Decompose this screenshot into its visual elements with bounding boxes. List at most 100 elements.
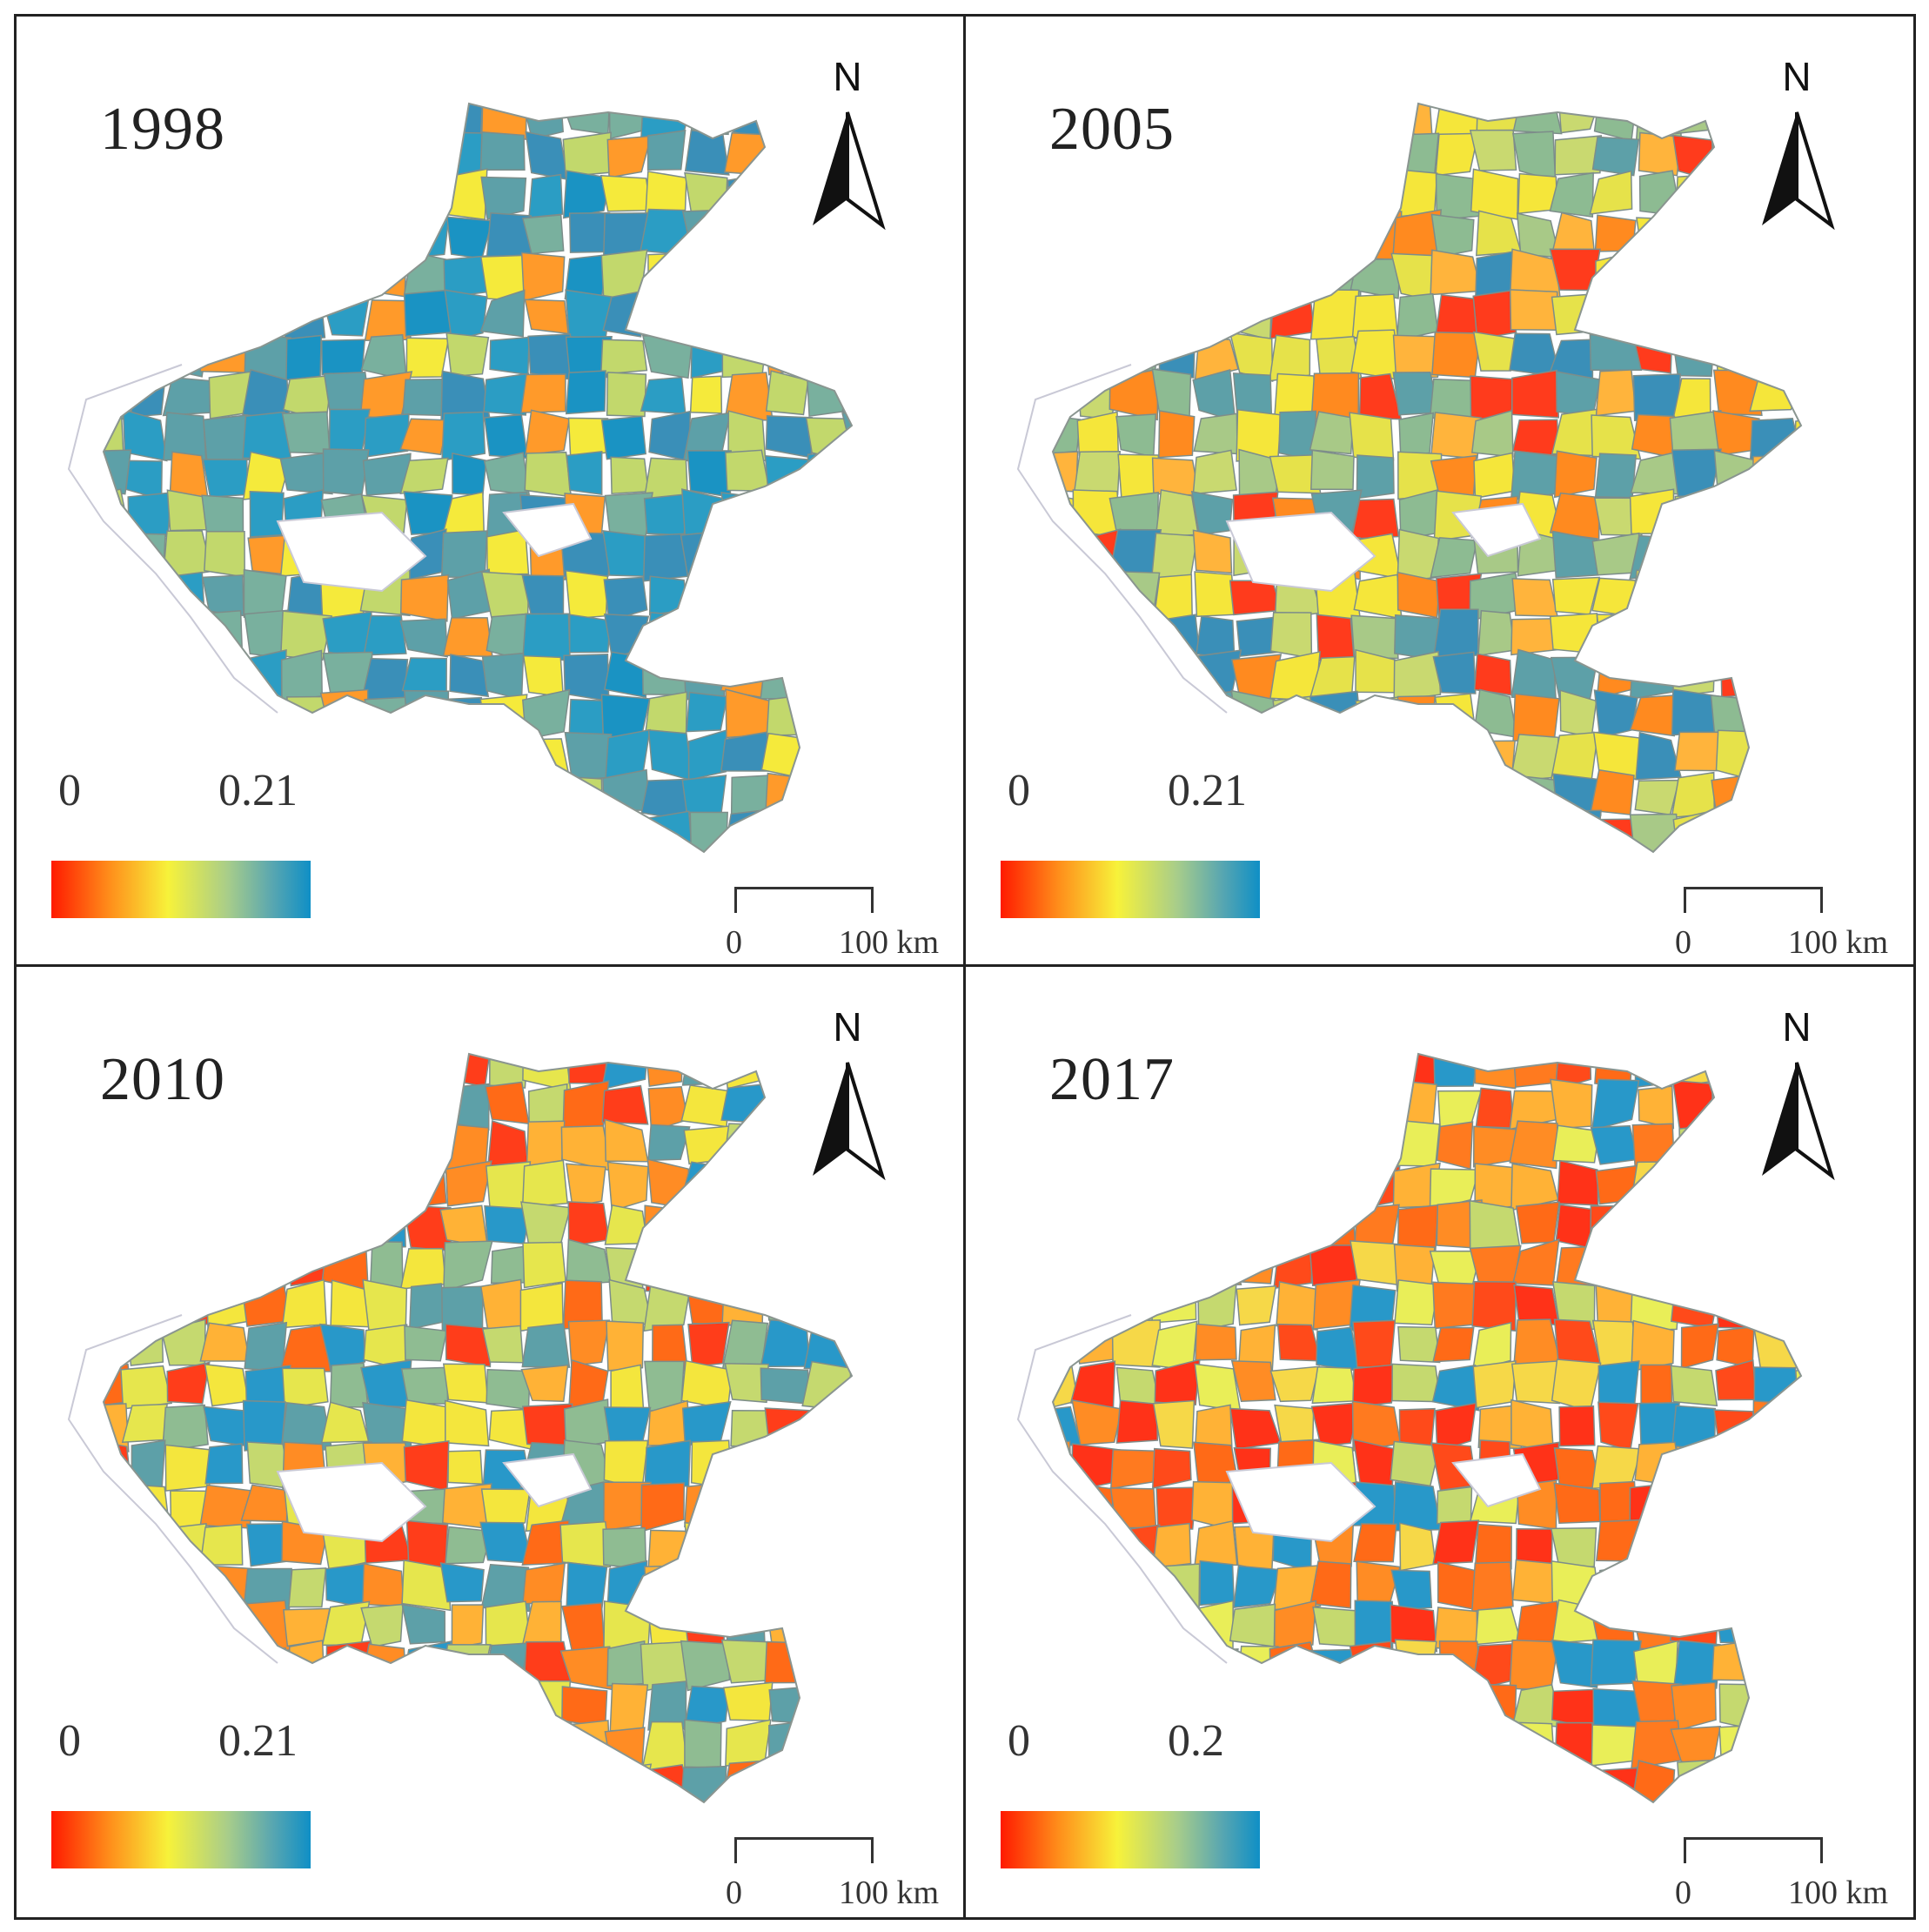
county-region (841, 611, 852, 661)
county-region (1398, 1407, 1436, 1447)
county-region (1793, 615, 1801, 661)
county-region (1713, 570, 1761, 621)
county-region (606, 1161, 649, 1212)
no-data-region (276, 1461, 427, 1543)
county-region (364, 175, 413, 219)
county-region (208, 689, 245, 736)
county-region (400, 777, 452, 819)
county-region (444, 289, 488, 341)
county-region (122, 294, 173, 339)
county-region (161, 1404, 209, 1452)
county-regions (1053, 1054, 1801, 1802)
county-region (1153, 257, 1193, 296)
county-region (644, 611, 687, 658)
county-region (1790, 1766, 1801, 1802)
county-region (1115, 1399, 1159, 1444)
county-region (1352, 1319, 1397, 1369)
county-region (1390, 1569, 1433, 1611)
legend-max-label: 0.21 (218, 1716, 298, 1766)
county-region (721, 291, 774, 332)
scale-start-label: 0 (726, 924, 742, 961)
county-region (525, 131, 569, 181)
county-region (1053, 810, 1082, 852)
county-region (445, 1323, 492, 1368)
county-region (1350, 1240, 1403, 1286)
map-panel-1998: 1998 N 0 0.21 0 100 km (17, 17, 963, 967)
county-region (722, 1123, 766, 1167)
county-region (365, 1123, 407, 1171)
county-region (1712, 1240, 1760, 1290)
county-region (1068, 1204, 1122, 1252)
county-region (405, 813, 452, 852)
county-region (725, 209, 768, 258)
county-region (1350, 1685, 1400, 1729)
county-region (1638, 1085, 1675, 1130)
county-region (606, 1640, 646, 1687)
county-region (1078, 290, 1115, 338)
county-region (1192, 529, 1233, 574)
county-region (1053, 1519, 1081, 1565)
county-region (124, 1119, 167, 1164)
county-region (1053, 1161, 1082, 1210)
county-region (1109, 1600, 1161, 1651)
county-region (445, 1526, 492, 1565)
county-region (1389, 734, 1433, 779)
county-region (1350, 1054, 1402, 1092)
county-region (440, 530, 488, 578)
county-region (1275, 735, 1321, 775)
county-region (204, 531, 245, 578)
county-region (768, 1519, 804, 1573)
county-region (240, 1484, 289, 1523)
county-region (1509, 1120, 1558, 1170)
county-region (1397, 775, 1442, 820)
county-region (104, 449, 132, 495)
county-region (479, 131, 526, 171)
county-region (199, 1322, 251, 1362)
neighbor-boundary (1016, 1314, 1228, 1664)
county-region (159, 1642, 213, 1687)
county-region (1509, 289, 1558, 331)
county-region (120, 1200, 163, 1252)
county-region (239, 178, 292, 222)
county-region (1053, 172, 1080, 215)
county-region (1349, 412, 1395, 461)
county-region (279, 210, 331, 260)
county-region (846, 1444, 852, 1491)
county-region (1550, 1527, 1597, 1572)
county-region (1749, 1680, 1801, 1727)
county-region (842, 768, 852, 816)
county-regions (1053, 104, 1801, 852)
county-region (647, 1124, 691, 1162)
county-region (521, 1159, 569, 1209)
county-region (201, 1642, 252, 1688)
county-region (1710, 532, 1759, 580)
county-region (1069, 248, 1119, 296)
county-region (1590, 1124, 1639, 1165)
county-region (1436, 1121, 1474, 1171)
county-region (727, 172, 768, 218)
county-region (1671, 1681, 1717, 1732)
scale-bar: 0 100 km (1675, 878, 1888, 961)
county-region (1312, 1686, 1356, 1727)
county-region (1672, 1640, 1721, 1691)
county-region (684, 1719, 722, 1768)
county-region (365, 252, 407, 298)
county-region (199, 210, 253, 260)
county-region (1399, 1522, 1437, 1572)
county-region (1680, 1162, 1723, 1202)
county-region (1073, 616, 1119, 656)
county-region (849, 450, 852, 500)
county-region (119, 1163, 169, 1211)
county-region (568, 614, 611, 654)
county-region (603, 576, 648, 622)
county-region (1430, 412, 1482, 460)
county-region (244, 694, 293, 741)
county-region (164, 250, 207, 295)
county-region (1758, 499, 1801, 540)
county-region (686, 619, 733, 657)
county-region (1073, 1559, 1121, 1609)
county-region (805, 1561, 852, 1613)
county-region (249, 491, 285, 538)
county-region (760, 1367, 810, 1405)
county-region (1232, 104, 1283, 140)
